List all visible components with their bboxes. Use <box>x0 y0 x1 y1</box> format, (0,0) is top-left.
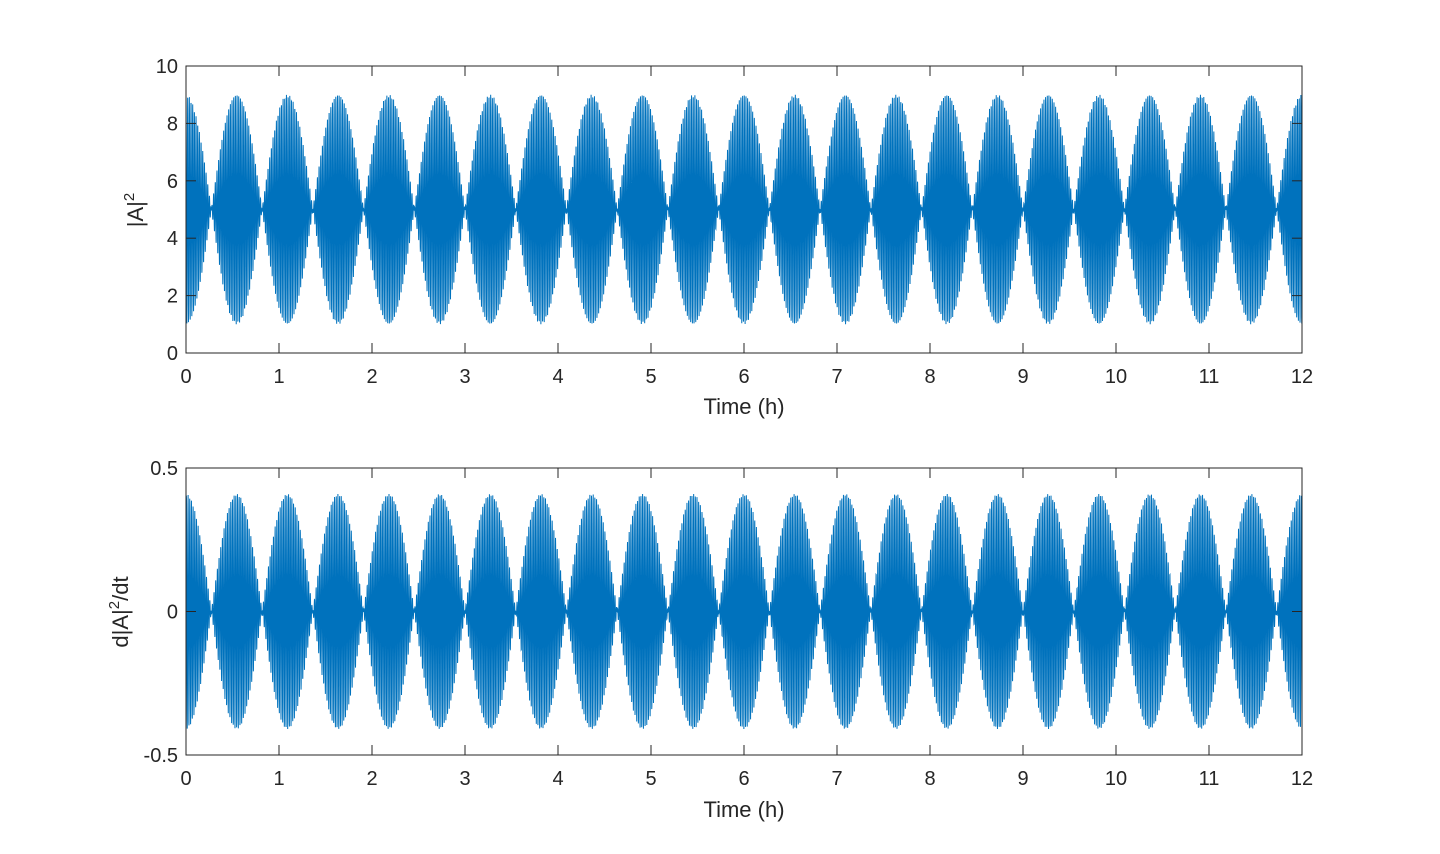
top-ytick-label: 6 <box>167 171 178 193</box>
bottom-xtick-label: 7 <box>831 768 842 790</box>
bottom-xtick-label: 1 <box>273 768 284 790</box>
top-xtick-label: 9 <box>1017 366 1028 388</box>
top-ytick-label: 4 <box>167 228 178 250</box>
bottom-xtick-label: 10 <box>1105 768 1127 790</box>
bottom-xtick-label: 3 <box>459 768 470 790</box>
top-xtick-label: 11 <box>1199 366 1220 388</box>
bottom-xtick-label: 5 <box>645 768 656 790</box>
top-xtick-label: 3 <box>459 366 470 388</box>
top-xtick-label: 7 <box>831 366 842 388</box>
top-xtick-label: 0 <box>180 366 191 388</box>
bottom-ytick-label: 0.5 <box>150 458 178 480</box>
bottom-ylabel-tail: /dt <box>108 576 133 600</box>
bottom-ylabel: d|A|2/dt <box>106 576 133 647</box>
top-ytick-label: 8 <box>167 113 178 135</box>
bottom-xtick-label: 8 <box>924 768 935 790</box>
top-xtick-label: 12 <box>1291 366 1313 388</box>
top-xlabel: Time (h) <box>703 394 784 419</box>
top-ylabel: |A|2 <box>121 193 148 227</box>
bottom-xtick-label: 12 <box>1291 768 1313 790</box>
bottom-axes: 0 1 2 3 4 5 6 7 8 9 10 11 12-0.500.5 Time (h) d|A|2/… <box>106 458 1313 822</box>
bottom-xtick-label: 11 <box>1199 768 1220 790</box>
bottom-ticks: 0 1 2 3 4 5 6 7 8 9 10 11 12-0.500.5 <box>144 458 1314 790</box>
top-ylabel-main: |A| <box>123 201 148 227</box>
top-ylabel-sup: 2 <box>121 193 138 201</box>
bottom-ytick-label: 0 <box>167 602 178 624</box>
top-series-line <box>185 94 1303 325</box>
top-ytick-label: 2 <box>167 286 178 308</box>
bottom-ylabel-sup: 2 <box>106 601 123 609</box>
bottom-ytick-label: -0.5 <box>144 745 178 767</box>
bottom-xtick-label: 4 <box>552 768 563 790</box>
top-xtick-label: 5 <box>645 366 656 388</box>
top-ytick-label: 0 <box>167 343 178 365</box>
bottom-xtick-label: 2 <box>366 768 377 790</box>
top-xtick-label: 10 <box>1105 366 1127 388</box>
bottom-xtick-label: 9 <box>1017 768 1028 790</box>
bottom-series-path <box>185 494 1303 729</box>
bottom-xtick-label: 6 <box>738 768 749 790</box>
top-series-path <box>185 94 1303 325</box>
top-xtick-label: 8 <box>924 366 935 388</box>
bottom-xtick-label: 0 <box>180 768 191 790</box>
bottom-series-line <box>185 494 1303 729</box>
top-xtick-label: 2 <box>366 366 377 388</box>
top-xtick-label: 4 <box>552 366 563 388</box>
top-xtick-label: 6 <box>738 366 749 388</box>
bottom-xlabel: Time (h) <box>703 797 784 822</box>
top-ytick-label: 10 <box>156 56 178 78</box>
top-xtick-label: 1 <box>273 366 284 388</box>
bottom-ylabel-main: d|A| <box>108 609 133 647</box>
